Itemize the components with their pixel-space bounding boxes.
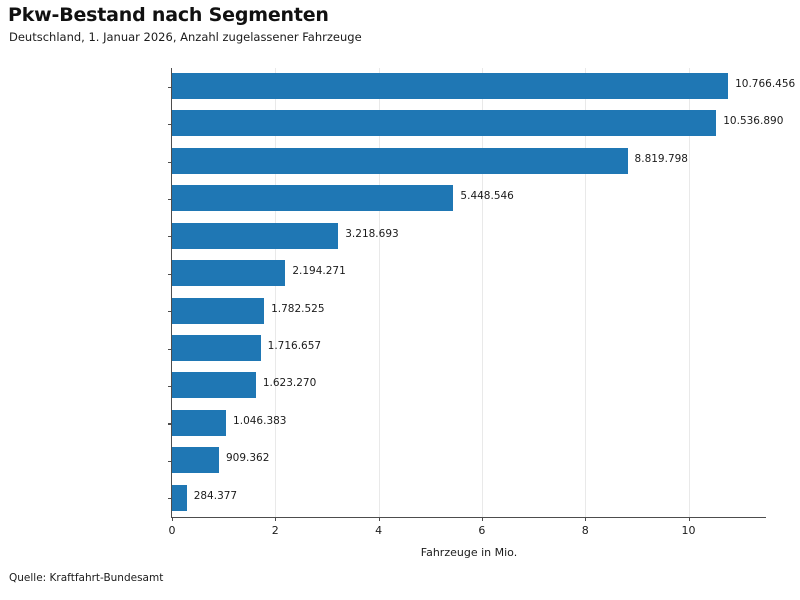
bar[interactable] [172,372,256,399]
y-tick-mark [168,460,172,462]
x-tick-mark [585,517,587,521]
y-tick-mark [168,198,172,201]
bar[interactable] [172,260,286,287]
bar-value-label: 909.362 [225,452,270,465]
bar[interactable] [172,185,454,212]
bar-row: 10.766.456 [172,68,795,104]
y-tick-mark [168,498,172,500]
x-tick-mark [172,517,174,521]
gridline [378,68,380,517]
bar[interactable] [172,222,339,249]
plot-background [172,68,766,517]
chart-subtitle: Deutschland, 1. Januar 2026, Anzahl zuge… [9,30,362,44]
bar-value-label: 3.218.693 [345,227,399,240]
x-tick-label: 8 [581,524,589,537]
y-tick-mark [168,423,172,425]
y-tick-mark [168,386,172,388]
bar-value-label: 284.377 [193,489,238,502]
gridline [688,68,690,517]
y-tick-mark [168,273,172,275]
bar-value-label: 1.046.383 [233,414,287,427]
bar[interactable] [172,334,261,361]
bar-row: 2.194.271 [172,255,766,291]
x-tick-mark [481,517,483,521]
gridline [275,68,277,517]
bar[interactable] [172,110,717,137]
bar[interactable] [172,484,187,511]
x-axis-spine [171,517,766,519]
bar[interactable] [172,297,265,324]
x-tick-label: 0 [168,524,176,537]
x-tick-label: 10 [681,524,696,537]
x-axis-label: Fahrzeuge in Mio. [420,546,518,559]
bar-value-label: 2.194.271 [292,265,346,278]
x-tick-label: 6 [478,524,486,537]
y-tick-mark [168,124,172,126]
bar[interactable] [172,409,227,436]
bar-value-label: 10.766.456 [735,78,796,90]
y-tick-mark [168,161,172,163]
y-tick-mark [168,86,172,88]
bar-row: 1.046.383 [172,405,766,441]
bar-value-label: 1.782.525 [271,302,325,315]
y-axis-spine [171,68,173,517]
bar[interactable] [172,447,219,474]
gridline [585,68,587,517]
x-tick-mark [378,517,380,521]
x-tick-label: 4 [375,524,383,537]
y-tick-mark [168,348,172,350]
bar-value-label: 10.536.890 [723,115,784,128]
bar-row: 8.819.798 [172,143,766,179]
bar-value-label: 5.448.546 [460,190,514,203]
bar[interactable] [172,73,729,99]
chart-source-note: Quelle: Kraftfahrt-Bundesamt [9,572,164,584]
bar-value-label: 1.623.270 [262,377,317,390]
bar-row: 284.377 [172,480,766,516]
bar-row: 1.782.525 [172,293,766,329]
bar-row: 5.448.546 [172,180,766,216]
bar-value-label: 1.716.657 [267,339,322,352]
chart-title: Pkw-Bestand nach Segmenten [8,4,329,26]
x-tick-mark [688,517,690,521]
gridline [481,68,483,517]
bar-row: 1.623.270 [172,367,766,403]
bar[interactable] [172,147,628,174]
bar-row: 10.536.890 [172,105,783,141]
bar-value-label: 8.819.798 [634,152,688,165]
x-tick-mark [275,517,277,521]
plot-area: 10.766.456 10.536.890 8.819.798 5.448.546 3.… [168,68,795,559]
x-tick-label: 2 [271,524,279,537]
y-tick-mark [168,311,172,313]
y-tick-mark [168,236,172,238]
bar-row: 1.716.657 [172,330,766,366]
bar-row: 909.362 [172,442,766,478]
bar-row: 3.218.693 [172,218,766,254]
